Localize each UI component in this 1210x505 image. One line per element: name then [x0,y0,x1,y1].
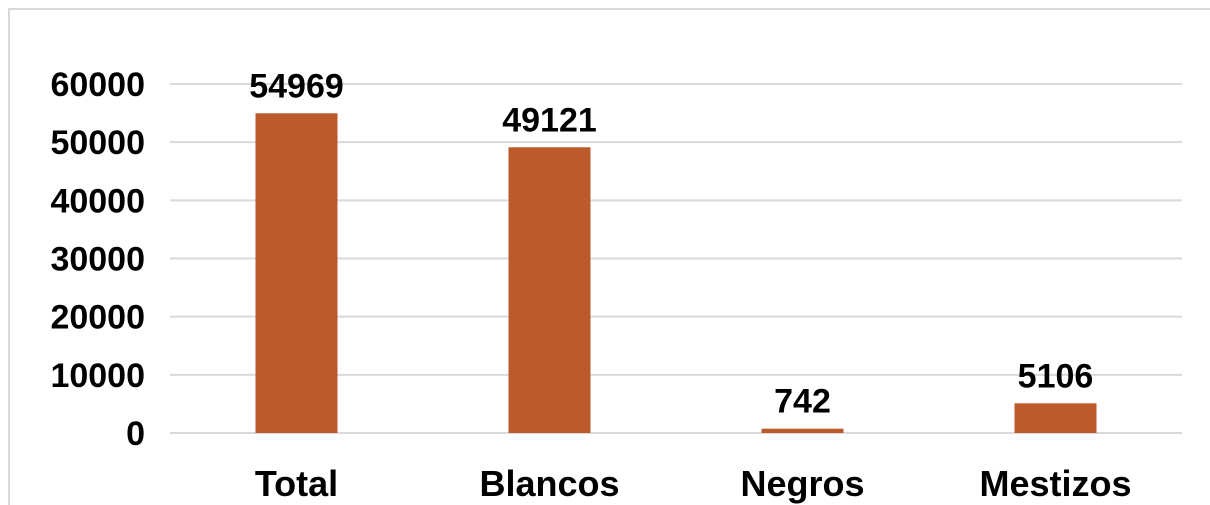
bar-total [255,113,338,434]
data-label-total: 54969 [249,67,344,105]
y-tick-label: 10000 [50,357,145,395]
y-axis-ticks: 0 10000 20000 30000 40000 50000 60000 [50,66,145,453]
bar-negros [761,428,844,433]
y-tick-label: 30000 [50,241,145,279]
gridlines [170,83,1182,434]
bars [255,113,1097,434]
x-axis-categories: Total Blancos Negros Mestizos [255,463,1132,504]
chart-frame [8,8,1210,505]
y-tick-label: 60000 [50,66,145,104]
bar-blancos [508,147,591,433]
category-label-total: Total [255,463,338,504]
bar-mestizos [1014,403,1097,433]
category-label-mestizos: Mestizos [979,463,1131,504]
y-tick-label: 20000 [50,299,145,337]
data-label-mestizos: 5106 [1018,357,1094,395]
data-label-negros: 742 [774,383,831,421]
y-tick-label: 40000 [50,182,145,220]
y-tick-label: 50000 [50,124,145,162]
data-labels: 54969 49121 742 5106 [249,67,1093,420]
data-label-blancos: 49121 [502,101,597,139]
category-label-negros: Negros [740,463,864,504]
category-label-blancos: Blancos [479,463,619,504]
y-tick-label: 0 [126,415,145,453]
